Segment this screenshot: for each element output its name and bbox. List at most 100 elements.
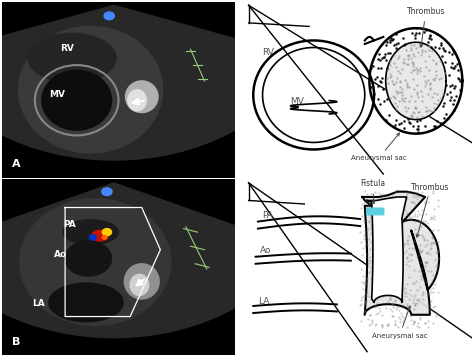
Point	[449, 47, 456, 53]
Text: Thrombus: Thrombus	[407, 7, 445, 47]
Point	[384, 50, 392, 55]
Point	[453, 61, 461, 67]
Point	[410, 63, 417, 69]
FancyBboxPatch shape	[366, 207, 384, 215]
Point	[411, 98, 419, 104]
Text: PA: PA	[263, 211, 273, 220]
Point	[438, 42, 445, 47]
Point	[400, 42, 407, 48]
Point	[449, 101, 457, 107]
Point	[401, 60, 408, 66]
Point	[448, 60, 456, 66]
Point	[425, 107, 433, 113]
Point	[411, 104, 419, 110]
Point	[389, 36, 396, 42]
Point	[403, 80, 411, 86]
Point	[407, 45, 415, 51]
Point	[392, 31, 399, 37]
Point	[414, 123, 421, 129]
Point	[413, 126, 421, 132]
Point	[387, 35, 394, 41]
Point	[417, 68, 424, 74]
Point	[422, 78, 429, 84]
Point	[396, 78, 404, 84]
Point	[421, 83, 429, 89]
Point	[386, 75, 393, 80]
Point	[401, 95, 409, 101]
Point	[414, 109, 422, 115]
Point	[456, 87, 464, 93]
Circle shape	[102, 188, 112, 196]
Point	[418, 88, 425, 94]
Point	[410, 86, 418, 92]
Point	[419, 49, 426, 55]
Point	[433, 118, 441, 124]
Point	[402, 109, 410, 114]
Point	[398, 86, 406, 91]
Point	[431, 44, 438, 50]
Point	[403, 84, 411, 90]
Point	[394, 55, 401, 61]
Point	[417, 65, 424, 71]
Point	[438, 40, 445, 46]
Point	[392, 117, 400, 123]
Text: Aneurysmal sac: Aneurysmal sac	[351, 133, 407, 161]
Point	[413, 91, 421, 97]
Point	[423, 109, 430, 114]
Point	[428, 94, 436, 100]
Point	[418, 113, 426, 119]
Point	[445, 115, 452, 121]
Point	[367, 66, 374, 71]
Point	[427, 44, 435, 50]
Point	[374, 83, 382, 89]
Point	[434, 97, 442, 102]
Point	[399, 89, 406, 95]
Text: B: B	[12, 337, 20, 347]
Point	[413, 67, 421, 73]
Point	[427, 81, 434, 87]
Point	[408, 55, 415, 61]
Wedge shape	[0, 183, 299, 338]
Point	[446, 97, 454, 102]
Point	[376, 101, 384, 107]
Point	[456, 78, 463, 84]
Point	[439, 45, 447, 51]
Ellipse shape	[126, 81, 158, 112]
Point	[409, 123, 417, 129]
Text: A: A	[12, 159, 20, 169]
Point	[422, 58, 429, 64]
Point	[386, 95, 394, 101]
Point	[413, 119, 420, 124]
Point	[387, 73, 395, 79]
Point	[410, 110, 418, 115]
Point	[412, 105, 419, 111]
Point	[401, 41, 409, 47]
Point	[379, 86, 387, 92]
Point	[395, 121, 403, 127]
Point	[410, 54, 418, 59]
Point	[414, 95, 422, 100]
Text: RV: RV	[61, 44, 74, 53]
Point	[381, 54, 388, 60]
Ellipse shape	[124, 264, 159, 299]
Point	[386, 112, 393, 118]
Point	[454, 67, 462, 72]
Point	[382, 51, 389, 56]
Point	[374, 65, 382, 71]
Point	[390, 52, 398, 58]
Point	[412, 65, 420, 70]
Point	[421, 124, 429, 129]
Point	[425, 36, 432, 41]
Point	[388, 37, 396, 42]
Point	[375, 56, 383, 62]
Point	[424, 77, 431, 83]
Point	[418, 93, 426, 99]
Point	[400, 56, 408, 62]
Point	[392, 65, 400, 70]
Point	[447, 94, 455, 100]
Point	[389, 81, 397, 87]
Point	[422, 27, 430, 32]
Point	[393, 75, 401, 80]
Point	[395, 98, 403, 104]
Ellipse shape	[102, 236, 107, 239]
